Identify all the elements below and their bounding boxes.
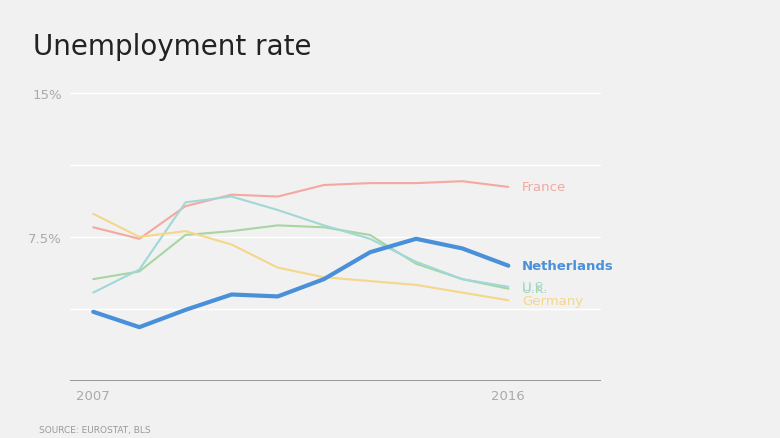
Text: U.K.: U.K. [522, 283, 548, 296]
Text: Germany: Germany [522, 294, 583, 307]
Text: France: France [522, 181, 566, 194]
Text: Netherlands: Netherlands [522, 260, 614, 272]
Text: Unemployment rate: Unemployment rate [33, 33, 311, 61]
Text: U.S.: U.S. [522, 281, 548, 293]
Text: SOURCE: EUROSTAT, BLS: SOURCE: EUROSTAT, BLS [39, 424, 151, 434]
